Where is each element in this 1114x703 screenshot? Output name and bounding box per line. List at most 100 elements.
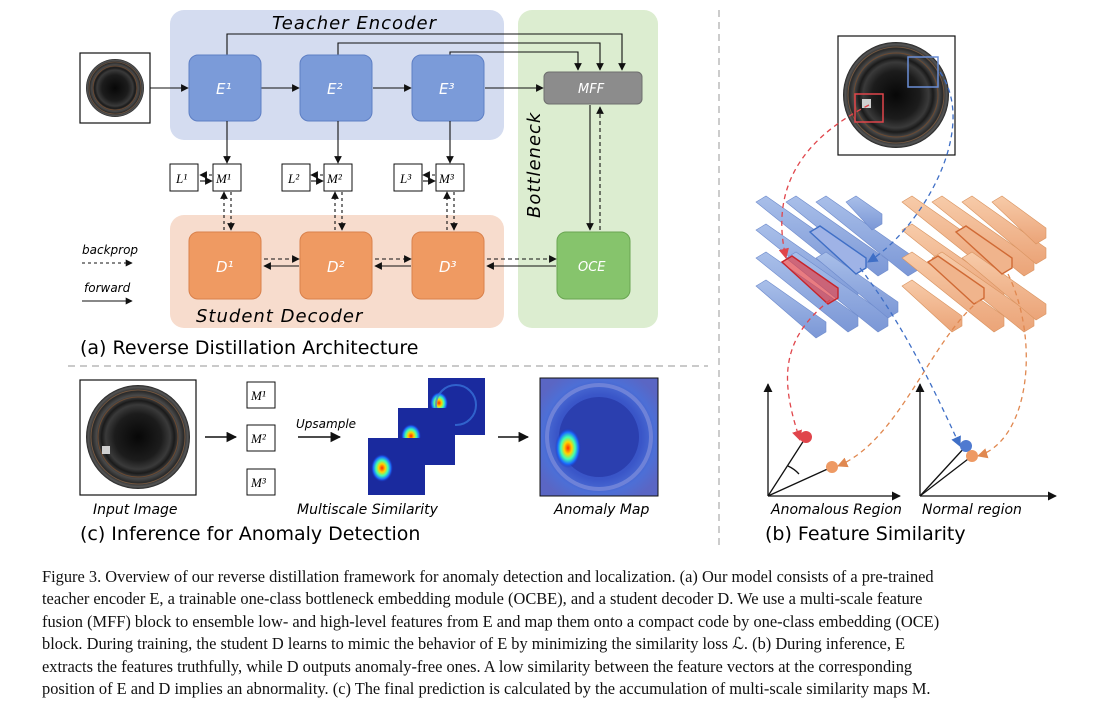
- teacher-normal-vector: [808, 225, 867, 275]
- anomaly-map-ring: [545, 383, 653, 491]
- decoder-block-2: [299, 231, 373, 300]
- legend-backprop-label: backprop: [82, 243, 138, 257]
- loss-map-boxes: L¹ M¹ L² M² L³ M³: [169, 163, 465, 192]
- student-normal-vector: [954, 225, 1013, 275]
- caption-line-5: extracts the features truthfully, while …: [42, 656, 913, 676]
- decoder-block-3: [411, 231, 485, 300]
- heatmap-1-hot: [371, 454, 393, 482]
- mff-block: [543, 71, 643, 105]
- normal-teacher-to-plot: [859, 267, 961, 447]
- encoder-block-3: [411, 54, 485, 122]
- inference-map-box-1: [246, 381, 276, 409]
- decoder-block-1: [188, 231, 262, 300]
- figure-diagram: Teacher Encoder Student Decoder Bottlene…: [68, 10, 1057, 548]
- decoder-label-3: D³: [439, 258, 457, 276]
- oce-block: [556, 231, 631, 300]
- anomalous-patch-box: [854, 93, 884, 123]
- panel-a: Teacher Encoder Student Decoder Bottlene…: [79, 10, 658, 359]
- mff-label: MFF: [578, 82, 605, 97]
- student-feature-grid: [901, 195, 1047, 333]
- normal-region-label: Normal region: [922, 502, 1022, 518]
- teacher-feature-grid: [755, 195, 919, 339]
- normal-teacher-point: [960, 440, 972, 452]
- decoder-label-1: D¹: [216, 258, 234, 276]
- decoder-links: [263, 255, 557, 270]
- map-box-2: [323, 163, 353, 192]
- map-box-3: [435, 163, 465, 192]
- caption-line-1: Figure 3. Overview of our reverse distil…: [42, 567, 934, 586]
- inference-wheel-ring-outer: [90, 389, 186, 485]
- student-decoder-label: Student Decoder: [196, 306, 364, 327]
- anomalous-teacher-point: [800, 431, 812, 443]
- feature-input-wheel: [843, 42, 949, 148]
- loss-box-1: [169, 163, 199, 192]
- anomalous-similarity-plot: [763, 383, 901, 501]
- loss-label-1: L¹: [175, 171, 187, 186]
- encoder-block-1: [188, 54, 262, 122]
- mff-oce-lines: [586, 105, 604, 231]
- input-image-wheel: [86, 59, 144, 117]
- multiscale-heatmaps: [368, 378, 485, 495]
- multiscale-label: Multiscale Similarity: [297, 502, 439, 518]
- normal-patch-box: [907, 56, 939, 88]
- inference-map-label-1: M¹: [250, 388, 266, 403]
- anomalous-region-label: Anomalous Region: [770, 502, 902, 518]
- encoder-label-1: E¹: [216, 80, 232, 98]
- wheel-ring: [92, 65, 138, 111]
- student-anomalous-vector: [926, 255, 985, 305]
- anomalous-teacher-to-plot: [786, 299, 831, 441]
- normal-student-to-plot: [977, 273, 1027, 459]
- panel-a-caption: (a) Reverse Distillation Architecture: [80, 337, 418, 359]
- upsample-label: Upsample: [296, 417, 356, 431]
- normal-student-point: [966, 450, 978, 462]
- normal-link: [867, 71, 954, 263]
- encoder-feed-lines: [150, 33, 626, 92]
- teacher-anomalous-vector: [780, 255, 839, 305]
- feature-wheel-ring-outer: [847, 46, 945, 144]
- decoder-blocks: D¹ D² D³: [188, 231, 485, 300]
- decoder-label-2: D²: [327, 258, 345, 276]
- map-label-1: M¹: [215, 171, 231, 186]
- anomalous-student-point: [826, 461, 838, 473]
- anomalous-link: [778, 104, 870, 260]
- loss-box-2: [281, 163, 311, 192]
- inference-map-box-2: [246, 424, 276, 452]
- panel-b: Anomalous Region Normal region (b) Featu…: [755, 35, 1057, 545]
- inference-map-box-3: [246, 468, 276, 496]
- loss-label-3: L³: [399, 171, 412, 186]
- loss-label-2: L²: [287, 171, 300, 186]
- wheel-ring-outer: [88, 61, 142, 115]
- teacher-encoder-label: Teacher Encoder: [272, 13, 438, 34]
- encoder-label-2: E²: [327, 80, 343, 98]
- loss-box-3: [393, 163, 423, 192]
- caption-line-6: position of E and D implies an abnormali…: [42, 679, 931, 699]
- inference-defect-spot: [102, 446, 110, 454]
- inference-input-wheel: [86, 385, 190, 489]
- map-label-2: M²: [326, 171, 343, 186]
- normal-similarity-plot: [915, 383, 1057, 501]
- anomaly-map-label: Anomaly Map: [553, 502, 650, 518]
- map-box-1: [212, 163, 242, 192]
- inference-wheel-ring: [97, 396, 179, 478]
- oce-label: OCE: [578, 260, 606, 275]
- inference-map-label-2: M²: [250, 431, 267, 446]
- map-links: [199, 121, 458, 231]
- heatmap-3-ring: [435, 384, 477, 426]
- bottleneck-label: Bottleneck: [524, 111, 545, 218]
- anomaly-hotspot: [555, 428, 581, 468]
- encoder-blocks: E¹ E² E³: [188, 54, 485, 122]
- feature-wheel-ring: [853, 52, 939, 138]
- panel-c: Input Image M¹ M² M³ Upsample Multiscale…: [79, 377, 659, 545]
- input-image-label: Input Image: [93, 502, 178, 518]
- encoder-block-2: [299, 54, 373, 122]
- caption-line-2: teacher encoder E, a trainable one-class…: [42, 589, 923, 609]
- panel-c-caption: (c) Inference for Anomaly Detection: [80, 523, 420, 545]
- anomalous-student-to-plot: [837, 299, 981, 468]
- caption-line-4: block. During training, the student D le…: [42, 634, 906, 654]
- inference-map-label-3: M³: [250, 475, 267, 490]
- legend-forward-label: forward: [84, 281, 131, 295]
- map-label-3: M³: [438, 171, 455, 186]
- caption-line-3: fusion (MFF) block to ensemble low- and …: [42, 611, 940, 631]
- feature-defect-spot: [862, 99, 871, 108]
- figure-caption: Figure 3. Overview of our reverse distil…: [42, 566, 1078, 700]
